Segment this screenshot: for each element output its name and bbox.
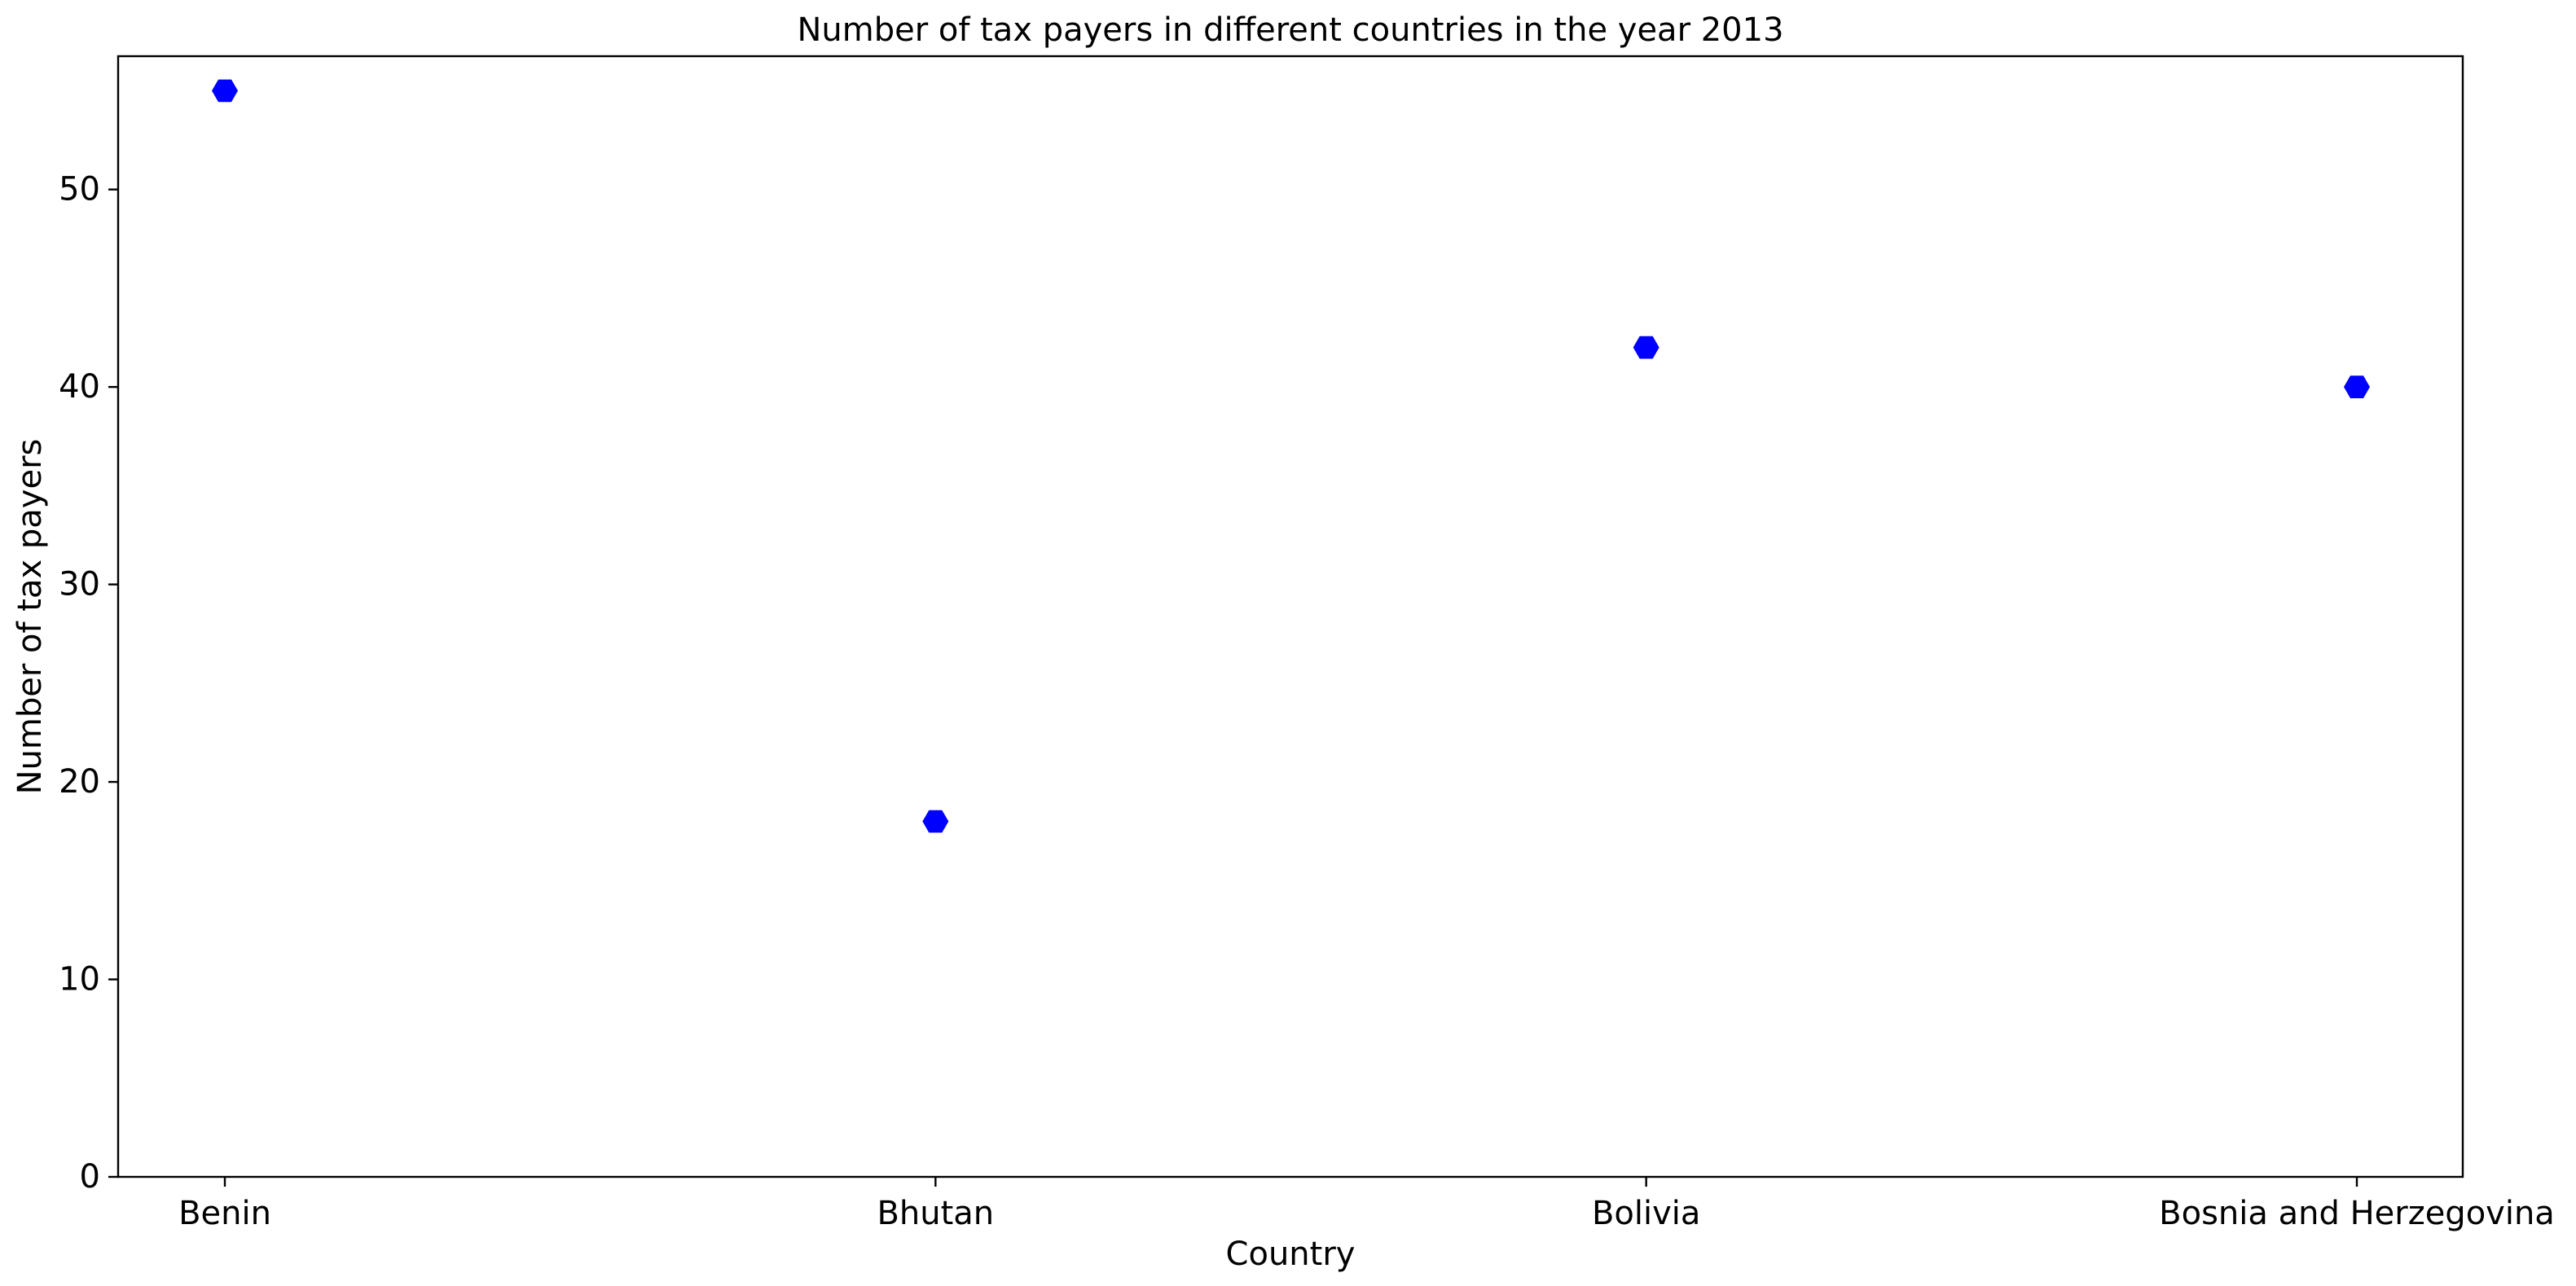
y-axis-label: Number of tax payers (11, 439, 49, 795)
x-axis-label: Country (1226, 1236, 1356, 1273)
y-tick-label: 20 (59, 763, 100, 801)
x-axis: Benin Bhutan Bolivia Bosnia and Herzegovina (178, 1177, 2555, 1232)
y-axis: 0 10 20 30 40 50 (59, 171, 118, 1196)
y-tick-label: 50 (59, 171, 100, 208)
data-point (1633, 336, 1659, 359)
x-tick-label: Bolivia (1592, 1195, 1700, 1232)
y-tick-label: 30 (59, 566, 100, 603)
chart-title: Number of tax payers in different countr… (797, 11, 1783, 49)
x-tick-label: Benin (178, 1195, 271, 1232)
data-point (2344, 375, 2370, 398)
x-tick-label: Bosnia and Herzegovina (2159, 1195, 2555, 1232)
data-points (212, 79, 2370, 833)
y-tick-label: 40 (59, 368, 100, 406)
y-tick-label: 0 (80, 1158, 100, 1196)
plot-area (116, 55, 2464, 1178)
x-tick-label: Bhutan (877, 1195, 994, 1232)
data-point (212, 79, 238, 103)
data-point (922, 810, 949, 833)
axes-frame (116, 55, 2464, 1178)
y-tick-label: 10 (59, 961, 100, 999)
